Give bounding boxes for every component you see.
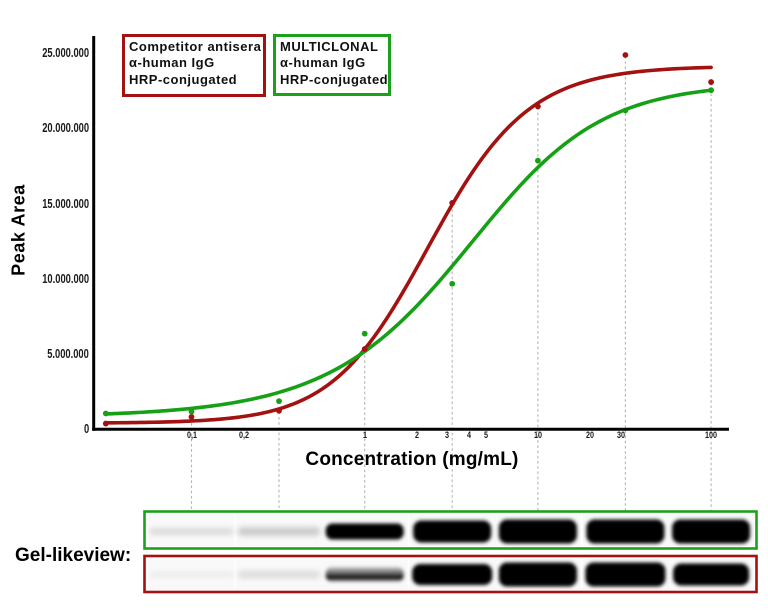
x-tick-label: 0,1 [186, 429, 197, 441]
legend-multiclonal-line3: HRP-conjugated [280, 72, 389, 88]
data-point-multiclonal [708, 87, 714, 94]
x-tick-label: 30 [616, 429, 625, 441]
gel-band [412, 564, 493, 585]
x-tick-label: 20 [586, 429, 595, 441]
gel-band [498, 562, 577, 587]
fit-curve-competitor [103, 65, 713, 425]
data-point-competitor [449, 199, 456, 206]
gel-band [149, 528, 234, 535]
legend-multiclonal-line1: MULTICLONAL [280, 38, 379, 54]
data-point-competitor [188, 414, 195, 420]
gel-band [325, 567, 404, 582]
y-tick-label: 25.000.000 [42, 45, 89, 61]
data-point-competitor [535, 103, 541, 110]
data-point-multiclonal [102, 410, 109, 417]
legend-competitor-antisera: Competitor antisera α-human IgG HRP-conj… [122, 34, 266, 97]
legend-competitor-line3: HRP-conjugated [129, 72, 238, 88]
legend-competitor-line1: Competitor antisera [129, 38, 262, 54]
y-tick-label: 20.000.000 [42, 120, 89, 136]
x-tick-label: 2 [414, 429, 419, 441]
data-point-competitor [708, 79, 714, 85]
data-point-multiclonal [622, 107, 629, 114]
data-point-competitor [102, 420, 109, 427]
x-axis-title: Concentration (mg/mL) [305, 448, 519, 470]
gel-band [237, 570, 320, 579]
gel-band [498, 519, 577, 544]
x-tick-label: 0,2 [238, 429, 249, 441]
x-tick-label: 10 [533, 429, 542, 441]
legend-multiclonal: MULTICLONAL α-human IgG HRP-conjugated [273, 34, 391, 96]
data-point-multiclonal [535, 157, 541, 164]
gel-band [237, 527, 320, 536]
gel-band [149, 571, 234, 578]
gel-band [325, 523, 404, 540]
gel-band [673, 563, 750, 586]
y-tick-label: 5.000.000 [47, 345, 89, 361]
data-point-competitor [622, 52, 629, 58]
gel-view-label: Gel-likeview: [15, 545, 132, 566]
y-axis-title: Peak Area [8, 184, 29, 276]
gel-band [413, 520, 492, 543]
fit-curve-multiclonal [103, 88, 713, 416]
x-tick-label: 100 [705, 429, 718, 441]
x-tick-label: 5 [483, 429, 488, 441]
legend-multiclonal-line2: α-human IgG [280, 55, 366, 71]
gel-band [585, 562, 666, 587]
data-point-multiclonal [188, 408, 195, 415]
data-point-multiclonal [361, 330, 368, 337]
y-tick-label: 15.000.000 [42, 195, 89, 211]
x-tick-label: 3 [445, 429, 450, 441]
legend-competitor-line2: α-human IgG [129, 55, 215, 71]
data-point-multiclonal [449, 280, 456, 287]
data-point-competitor [276, 407, 282, 414]
x-tick-label: 4 [466, 429, 471, 441]
data-point-competitor [361, 346, 368, 352]
y-tick-label: 0 [83, 421, 89, 436]
y-tick-label: 10.000.000 [42, 270, 89, 286]
gel-band [672, 519, 751, 544]
x-tick-label: 1 [362, 429, 367, 441]
data-point-multiclonal [276, 398, 282, 405]
gel-band [586, 519, 665, 544]
